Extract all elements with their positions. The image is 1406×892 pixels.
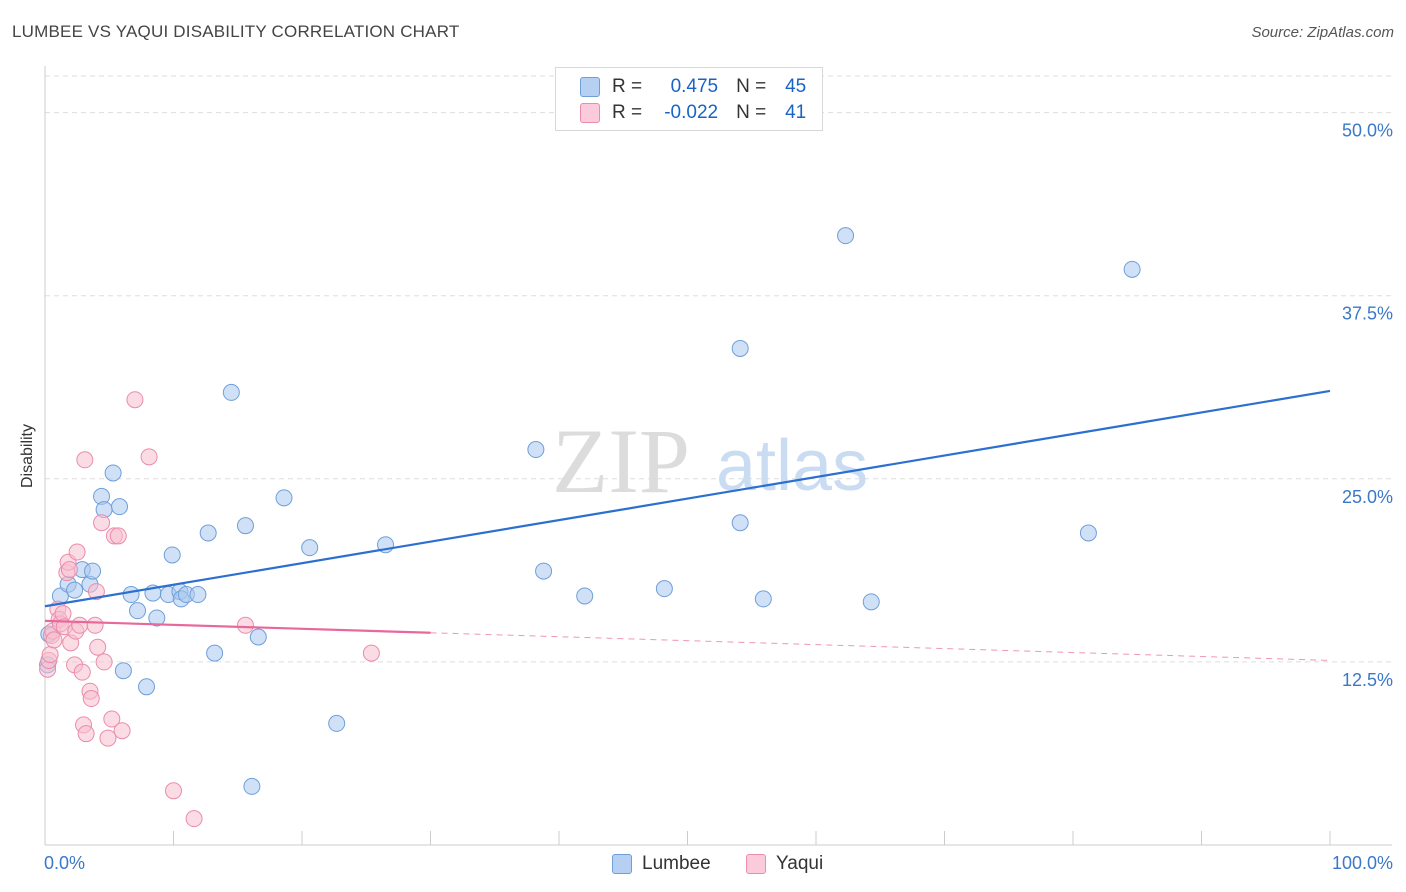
yaqui-point [73, 663, 91, 681]
x-tick-label: 0.0% [44, 853, 85, 873]
yaqui-trend-line-extension [430, 632, 1331, 661]
lumbee-point [122, 586, 140, 604]
lumbee-point [236, 517, 254, 535]
legend-n-label: N = [736, 102, 767, 123]
lumbee-point [114, 662, 132, 680]
bottom-legend-label: Lumbee [642, 853, 711, 874]
x-tick-label: 100.0% [1332, 853, 1393, 873]
yaqui-point [185, 810, 203, 828]
yaqui-point [76, 451, 94, 469]
yaqui-point [86, 616, 104, 634]
watermark-zip: ZIP [552, 410, 690, 512]
bottom-legend-yaqui: Yaqui [746, 852, 823, 876]
yaqui-point [89, 638, 107, 656]
lumbee-point [731, 514, 749, 532]
yaqui-point [41, 646, 59, 664]
legend-r-value: 0.475 [670, 76, 719, 97]
yaqui-point [87, 583, 105, 601]
yaqui-point [126, 391, 144, 409]
lumbee-point [148, 609, 166, 627]
yaqui-point [71, 616, 89, 634]
legend-row-yaqui: R = -0.022 N = 41 [580, 101, 806, 125]
lumbee-point [837, 227, 855, 245]
lumbee-point [862, 593, 880, 611]
lumbee-point [527, 441, 545, 459]
watermark-atlas: atlas [716, 426, 868, 506]
y-tick-label: 25.0% [1342, 487, 1393, 507]
lumbee-point [104, 464, 122, 482]
yaqui-point [95, 653, 113, 671]
lumbee-point [576, 587, 594, 605]
lumbee-point [731, 339, 749, 357]
lumbee-point [111, 498, 129, 516]
yaqui-point [362, 644, 380, 662]
lumbee-point [249, 628, 267, 646]
y-axis-title: Disability [19, 423, 36, 489]
yaqui-trend-line [44, 619, 431, 634]
lumbee-point [129, 602, 147, 620]
lumbee-swatch [580, 77, 600, 97]
chart-title: LUMBEE VS YAQUI DISABILITY CORRELATION C… [12, 22, 460, 41]
tick-labels: 12.5% 25.0% 37.5% 50.0% 0.0% 100.0% [44, 121, 1393, 873]
lumbee-point [84, 562, 102, 580]
legend-n-value: 41 [785, 102, 807, 123]
lumbee-point [189, 586, 207, 604]
yaqui-point [60, 561, 78, 579]
yaqui-point [113, 722, 131, 740]
lumbee-point [222, 383, 240, 401]
correlation-legend: R = 0.475 N = 45 R = -0.022 N = 41 [555, 67, 823, 131]
yaqui-point [236, 616, 254, 634]
lumbee-point [754, 590, 772, 608]
bottom-legend-label: Yaqui [776, 853, 824, 874]
lumbee-point [199, 524, 217, 542]
lumbee-point [328, 714, 346, 732]
yaqui-point [77, 725, 95, 743]
trend-lines [44, 389, 1331, 661]
lumbee-point [206, 644, 224, 662]
chart-source: Source: ZipAtlas.com [1251, 24, 1394, 41]
yaqui-point [45, 631, 63, 649]
lumbee-point [655, 580, 673, 598]
data-points [39, 227, 1141, 828]
legend-row-lumbee: R = 0.475 N = 45 [580, 75, 806, 99]
yaqui-point [68, 543, 86, 561]
lumbee-trend-line [44, 389, 1331, 608]
y-tick-label: 12.5% [1342, 670, 1393, 690]
yaqui-point [82, 690, 100, 708]
legend-n-value: 45 [785, 76, 807, 97]
lumbee-point [275, 489, 293, 507]
yaqui-point [99, 729, 117, 747]
bottom-legend-lumbee: Lumbee [612, 852, 711, 876]
yaqui-point [93, 514, 111, 532]
grid-lines [45, 75, 1392, 663]
yaqui-point [103, 710, 121, 728]
lumbee-swatch [612, 854, 632, 874]
yaqui-swatch [746, 854, 766, 874]
lumbee-point [1079, 524, 1097, 542]
y-tick-label: 37.5% [1342, 304, 1393, 324]
lumbee-point [243, 777, 261, 795]
yaqui-point [109, 527, 127, 545]
axes [44, 66, 1392, 846]
y-tick-label: 50.0% [1342, 121, 1393, 141]
lumbee-point [535, 562, 553, 580]
legend-n-label: N = [736, 76, 767, 97]
lumbee-point [1123, 260, 1141, 278]
legend-r-label: R = [612, 102, 643, 123]
lumbee-point [138, 678, 156, 696]
yaqui-swatch [580, 103, 600, 123]
lumbee-point [66, 581, 84, 599]
yaqui-point [165, 782, 182, 800]
legend-r-value: -0.022 [664, 102, 719, 123]
yaqui-point [140, 448, 158, 466]
watermark: ZIP atlas [552, 410, 868, 512]
lumbee-point [301, 539, 319, 557]
lumbee-point [163, 546, 181, 564]
legend-r-label: R = [612, 76, 643, 97]
